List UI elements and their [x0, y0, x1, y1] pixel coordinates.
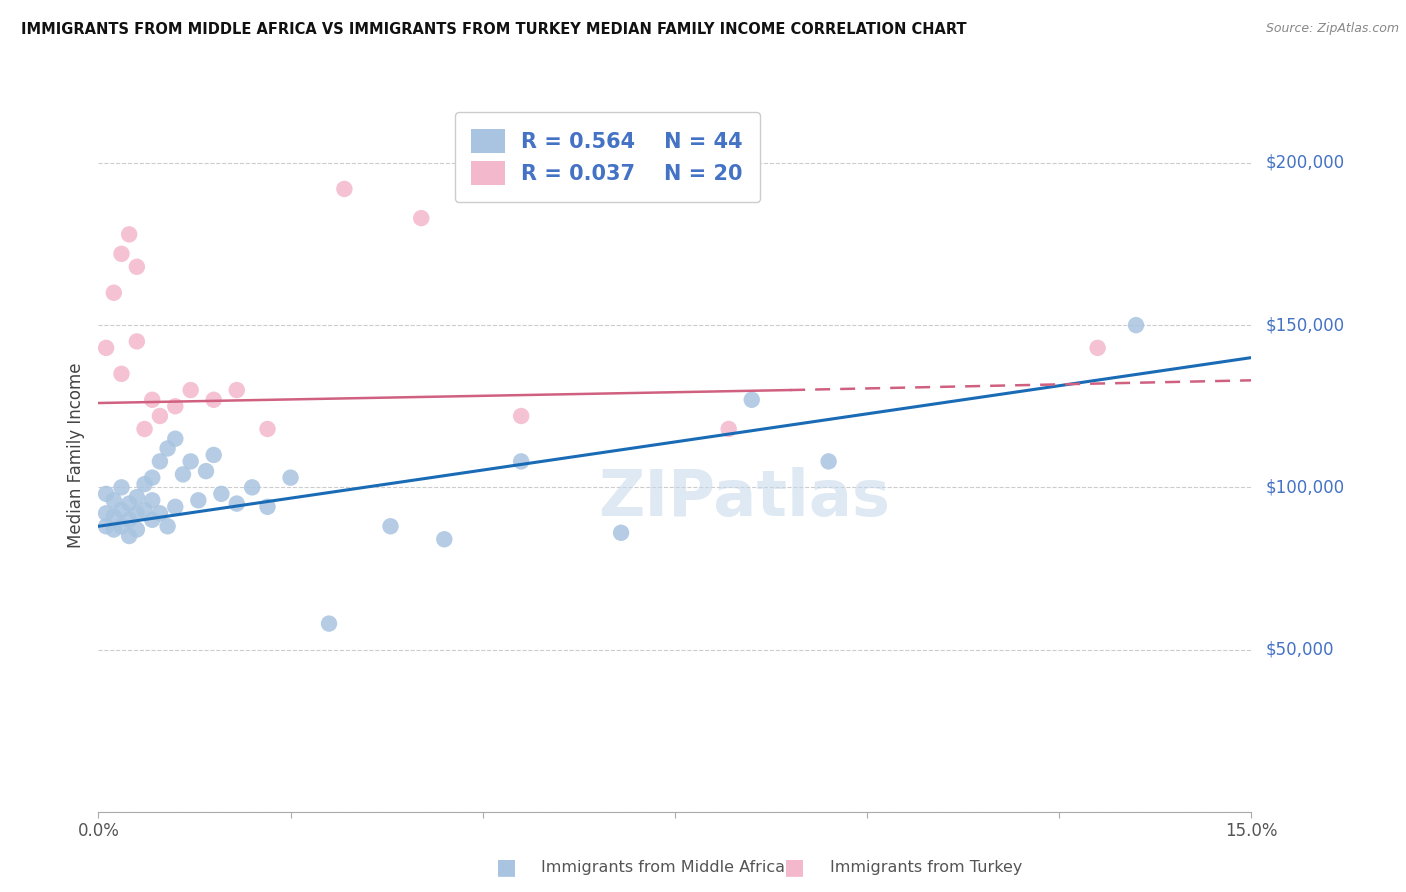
Text: IMMIGRANTS FROM MIDDLE AFRICA VS IMMIGRANTS FROM TURKEY MEDIAN FAMILY INCOME COR: IMMIGRANTS FROM MIDDLE AFRICA VS IMMIGRA…	[21, 22, 967, 37]
Point	[110, 247, 132, 261]
Point	[156, 519, 179, 533]
Point	[149, 454, 172, 468]
Point	[165, 432, 187, 446]
Point	[280, 470, 302, 484]
Point	[717, 422, 740, 436]
Point	[510, 454, 533, 468]
Point	[125, 490, 148, 504]
Point	[433, 533, 456, 547]
Point	[118, 497, 141, 511]
Point	[141, 392, 163, 407]
Point	[103, 493, 125, 508]
Point	[1087, 341, 1109, 355]
Point	[256, 422, 278, 436]
Point	[610, 525, 633, 540]
Point	[165, 399, 187, 413]
Y-axis label: Median Family Income: Median Family Income	[67, 362, 86, 548]
Point	[141, 493, 163, 508]
Point	[240, 480, 263, 494]
Point	[225, 497, 247, 511]
Point	[110, 519, 132, 533]
Text: $200,000: $200,000	[1265, 154, 1344, 172]
Point	[156, 442, 179, 456]
Point	[380, 519, 402, 533]
Point	[187, 493, 209, 508]
Point	[125, 506, 148, 520]
Point	[118, 227, 141, 242]
Point	[165, 500, 187, 514]
Point	[103, 523, 125, 537]
Text: $150,000: $150,000	[1265, 316, 1344, 334]
Point	[103, 509, 125, 524]
Point	[141, 470, 163, 484]
Text: $50,000: $50,000	[1265, 640, 1334, 658]
Point	[110, 480, 132, 494]
Point	[411, 211, 433, 226]
Point	[110, 367, 132, 381]
Point	[149, 506, 172, 520]
Point	[134, 477, 156, 491]
Point	[202, 448, 225, 462]
Point	[134, 422, 156, 436]
Point	[202, 392, 225, 407]
Point	[94, 506, 117, 520]
Point	[256, 500, 278, 514]
Point	[125, 260, 148, 274]
Text: Immigrants from Middle Africa: Immigrants from Middle Africa	[541, 860, 786, 874]
Point	[94, 341, 117, 355]
Text: Source: ZipAtlas.com: Source: ZipAtlas.com	[1265, 22, 1399, 36]
Point	[94, 519, 117, 533]
Point	[172, 467, 194, 482]
Point	[118, 529, 141, 543]
Point	[94, 487, 117, 501]
Point	[817, 454, 839, 468]
Point	[510, 409, 533, 423]
Point	[741, 392, 763, 407]
Point	[125, 334, 148, 349]
Point	[318, 616, 340, 631]
Point	[118, 513, 141, 527]
Point	[125, 523, 148, 537]
Point	[225, 383, 247, 397]
Text: ZIPatlas: ZIPatlas	[598, 467, 890, 529]
Text: ■: ■	[496, 857, 516, 877]
Text: $100,000: $100,000	[1265, 478, 1344, 496]
Point	[141, 513, 163, 527]
Point	[195, 464, 218, 478]
Point	[110, 503, 132, 517]
Point	[180, 454, 202, 468]
Text: ■: ■	[785, 857, 804, 877]
Point	[209, 487, 232, 501]
Point	[134, 503, 156, 517]
Point	[333, 182, 356, 196]
Point	[103, 285, 125, 300]
Point	[1125, 318, 1147, 333]
Point	[180, 383, 202, 397]
Text: Immigrants from Turkey: Immigrants from Turkey	[830, 860, 1022, 874]
Point	[149, 409, 172, 423]
Legend: R = 0.564    N = 44, R = 0.037    N = 20: R = 0.564 N = 44, R = 0.037 N = 20	[454, 112, 759, 202]
